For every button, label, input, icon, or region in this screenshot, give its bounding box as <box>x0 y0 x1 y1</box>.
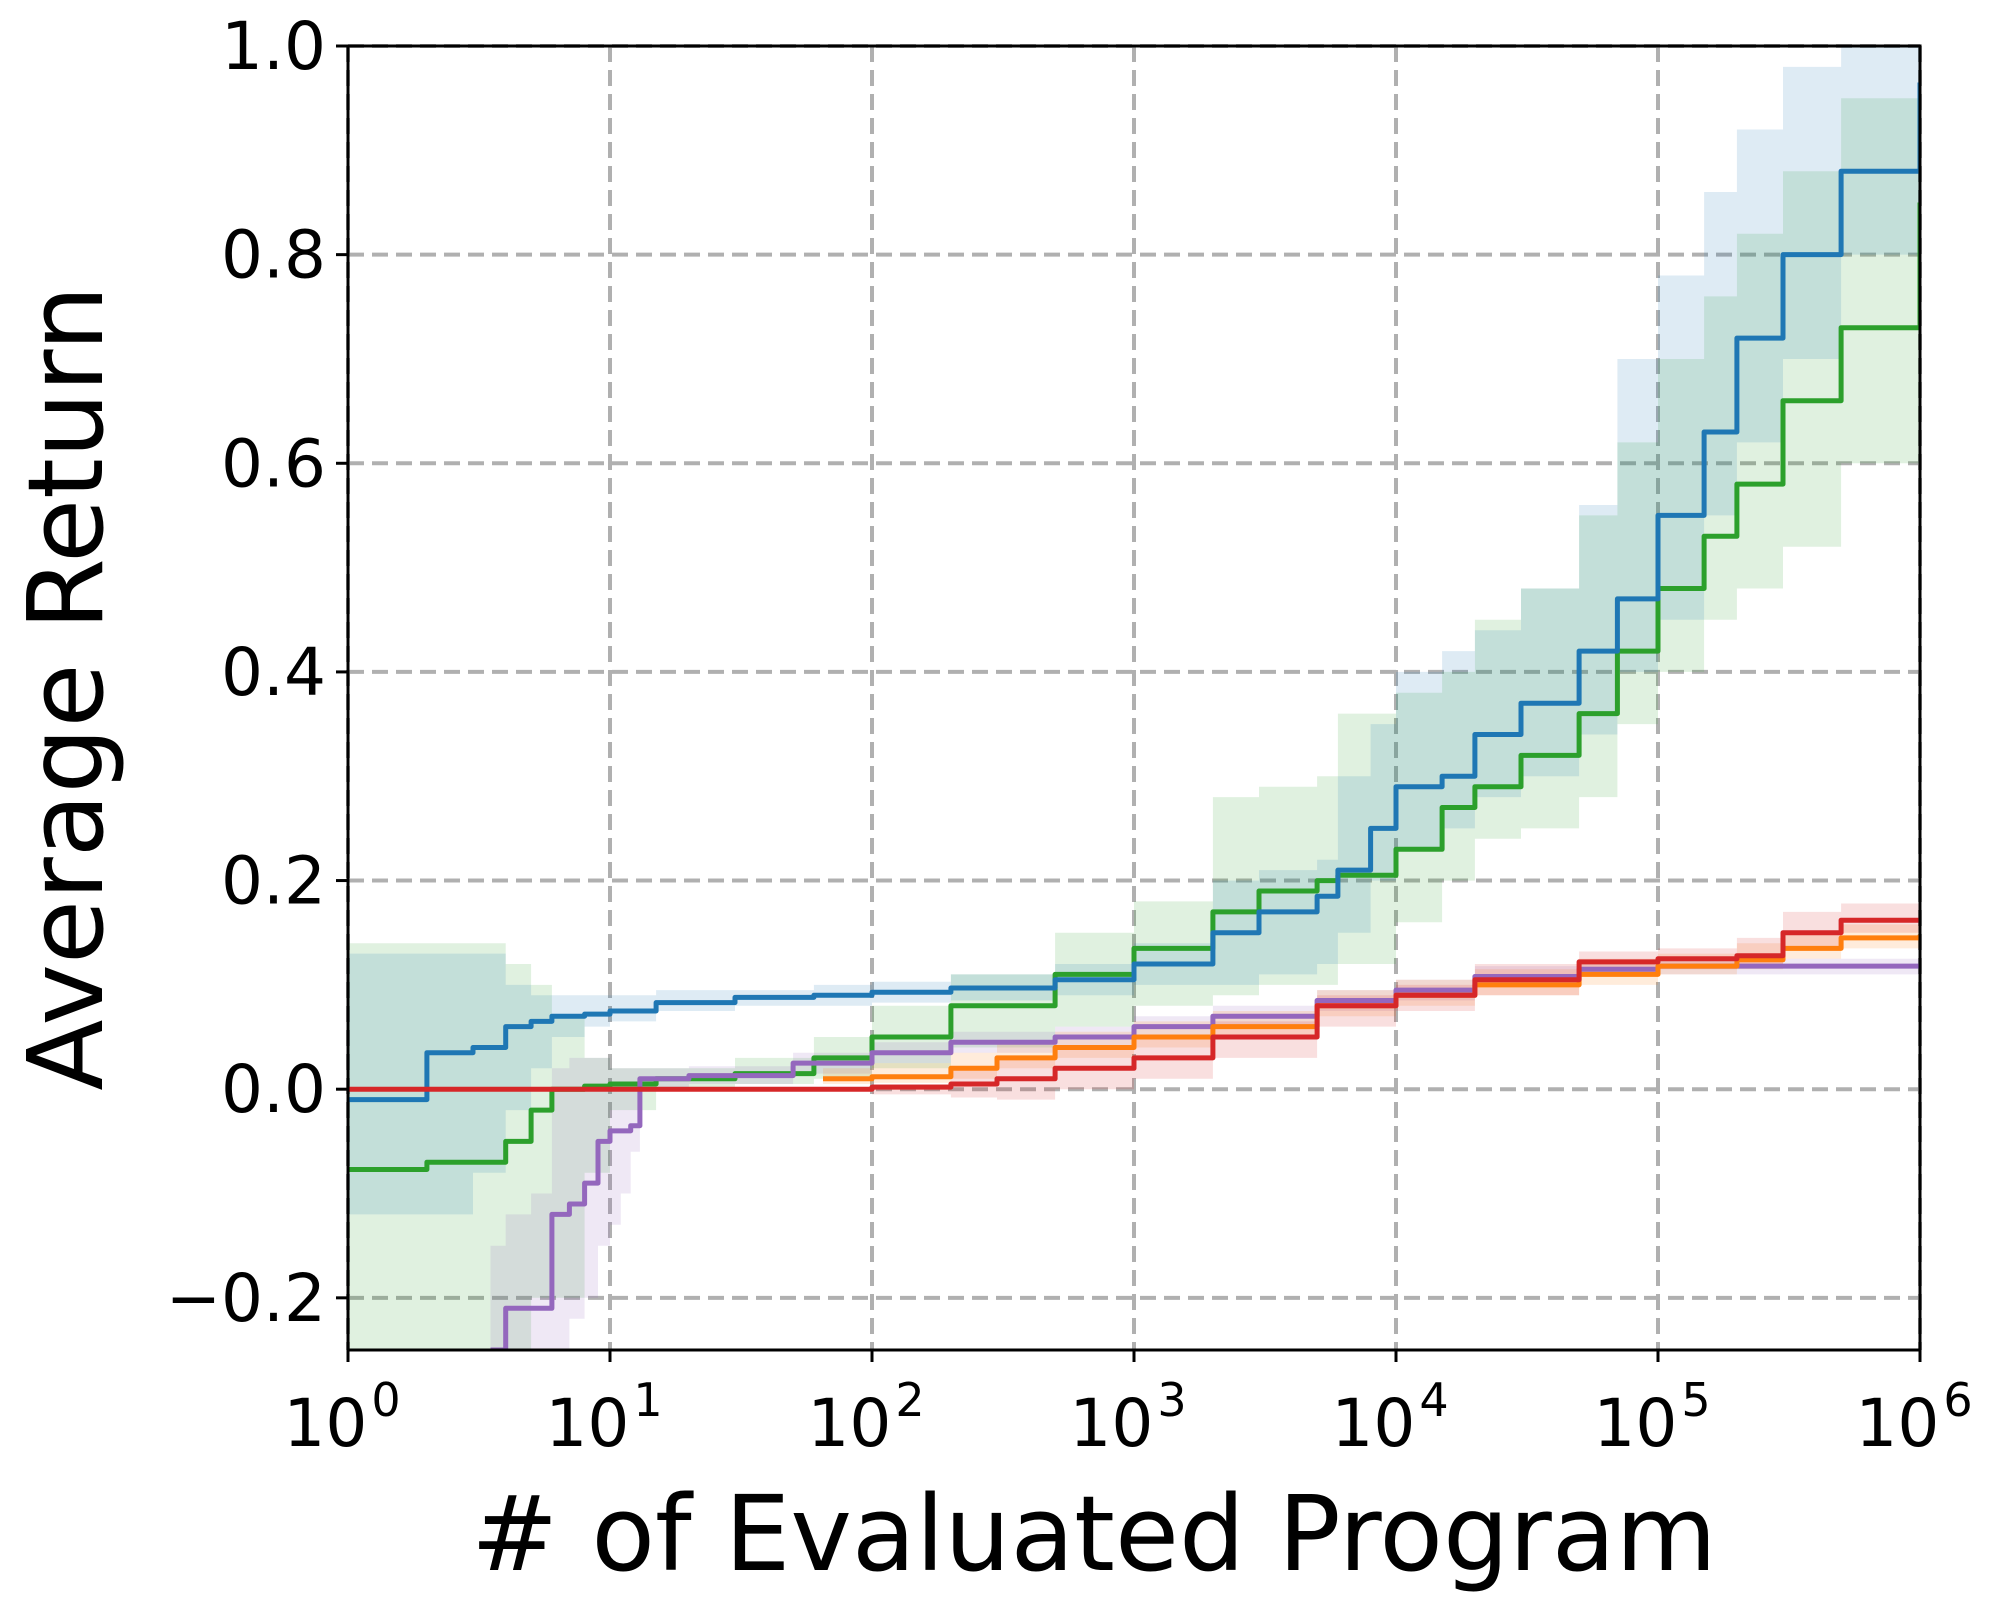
x-tick-label: 104 <box>1331 1373 1448 1462</box>
y-tick-label: 0.0 <box>221 1051 326 1128</box>
x-tick-label: 101 <box>545 1373 662 1462</box>
y-tick-label: 1.0 <box>221 8 326 85</box>
series-line-4 <box>348 917 1920 1092</box>
y-axis-title: Average Return <box>5 285 127 1090</box>
y-tick-label: 0.4 <box>221 634 326 711</box>
x-tick-label: 106 <box>1855 1373 1972 1462</box>
x-tick-label: 105 <box>1593 1373 1710 1462</box>
y-tick-label: 0.2 <box>221 843 326 920</box>
tick-layer: 100 101 102 103 104 105 106 −0.2 0.0 0.2 0.4 0.6 0.8… <box>166 8 1973 1462</box>
series-line-2 <box>490 963 1920 1350</box>
y-tick-label: −0.2 <box>166 1260 326 1337</box>
x-tick-label: 100 <box>283 1373 400 1462</box>
x-axis-title: # of Evaluated Program <box>471 1473 1717 1595</box>
series-line-1 <box>348 82 1920 1103</box>
y-tick-label: 0.8 <box>221 217 326 294</box>
x-tick-label: 103 <box>1069 1373 1186 1462</box>
y-tick-label: 0.6 <box>221 425 326 502</box>
series-band-0 <box>348 46 1920 1350</box>
line-layer <box>348 82 1920 1350</box>
x-tick-label: 102 <box>807 1373 924 1462</box>
series-band-2 <box>490 958 1920 1350</box>
